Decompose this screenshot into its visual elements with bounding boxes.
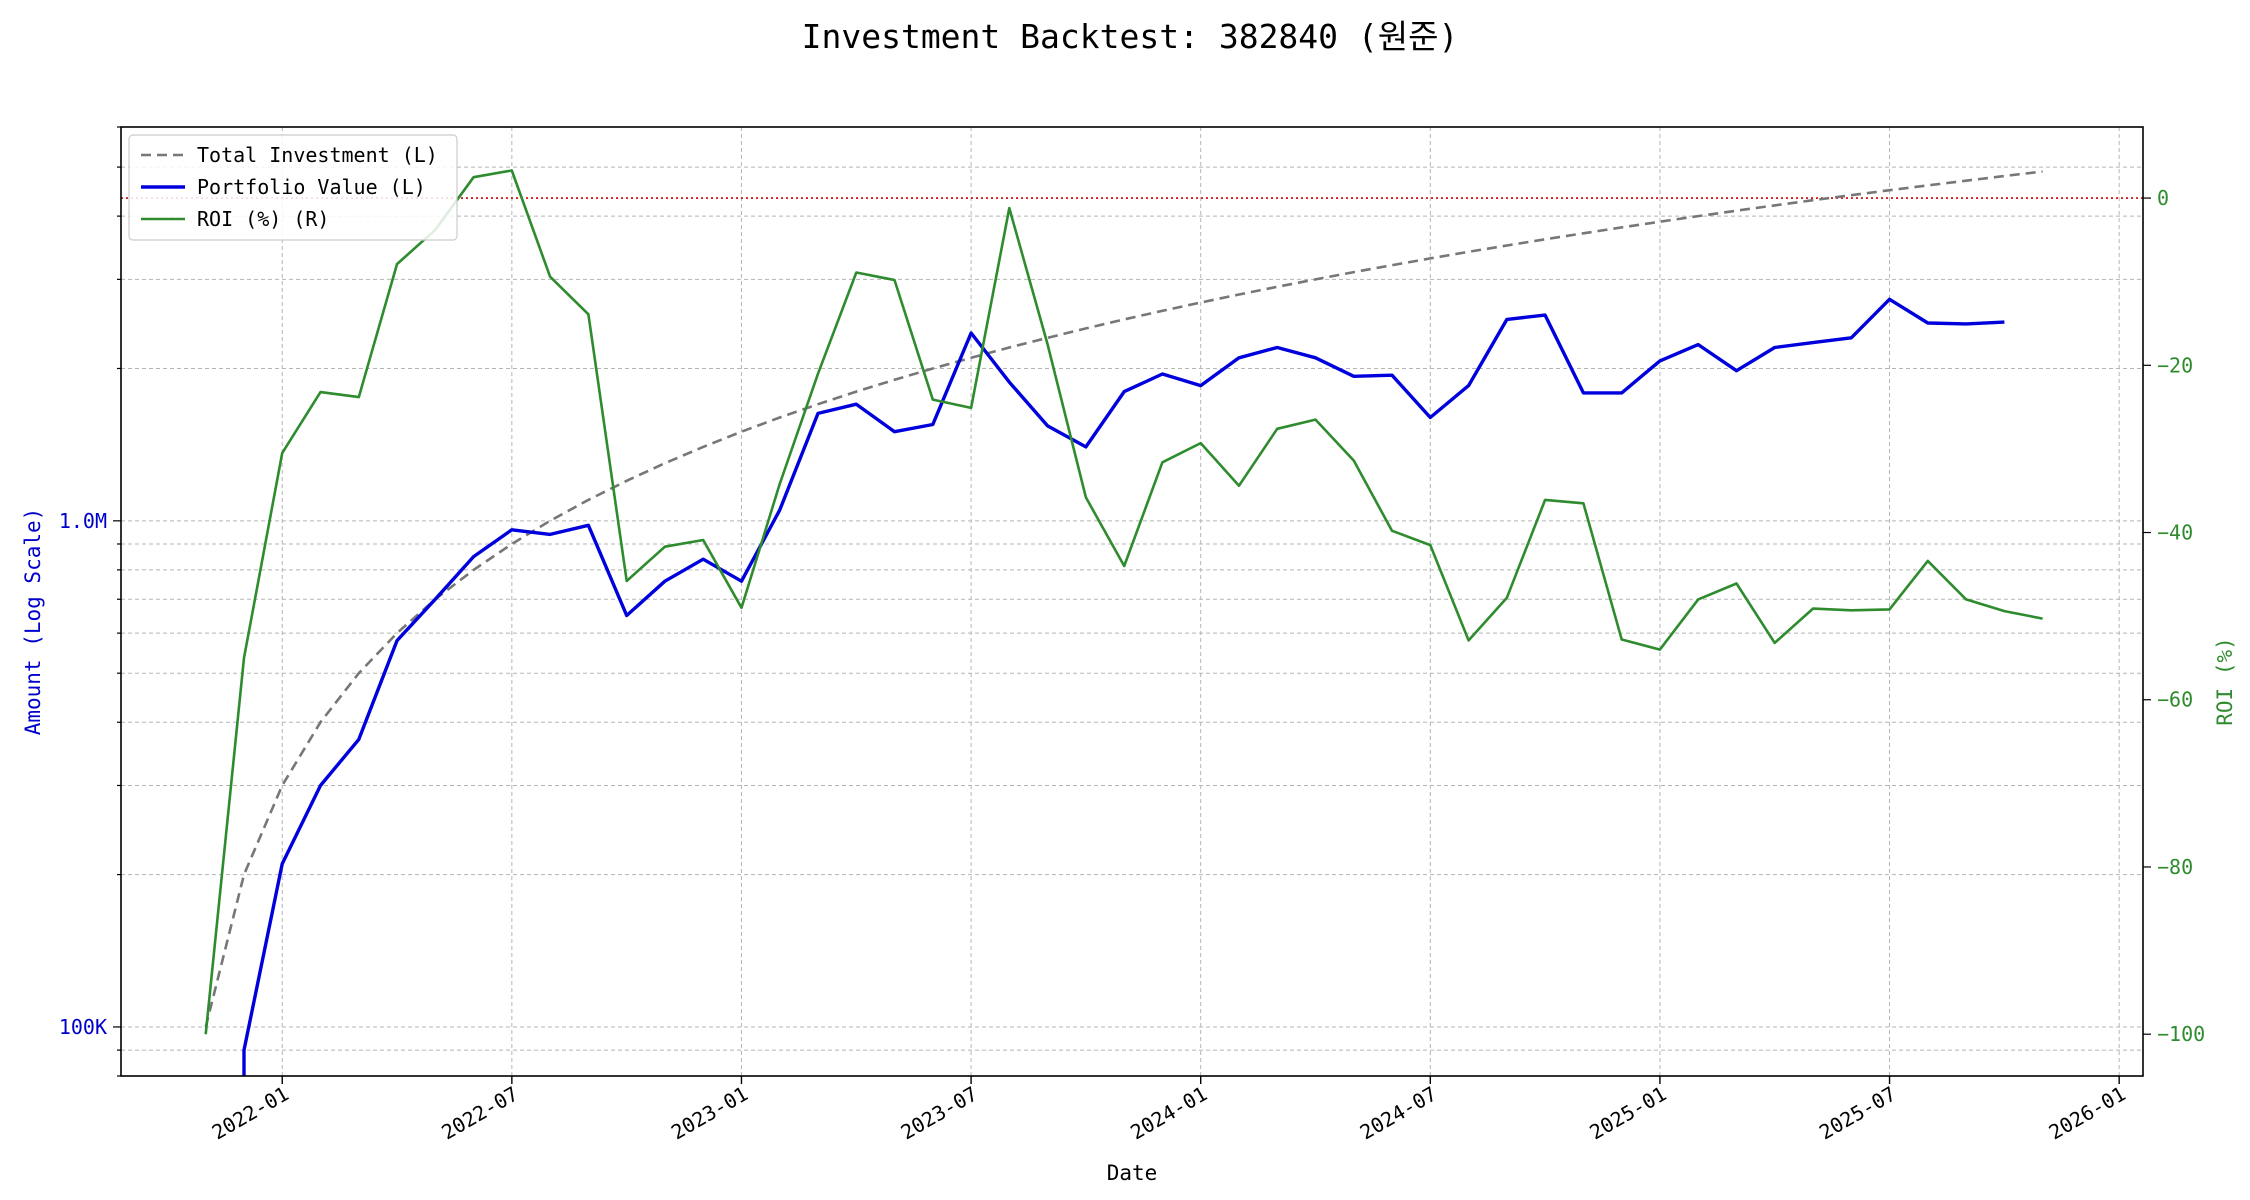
x-tick-label: 2023-07	[897, 1082, 982, 1145]
right-tick-label: −100	[2157, 1022, 2205, 1046]
x-tick-label: 2022-01	[208, 1082, 293, 1145]
legend-box	[128, 134, 458, 241]
x-tick-label: 2026-01	[2045, 1082, 2130, 1145]
right-axis-label: ROI (%)	[2213, 637, 2237, 726]
legend-item-total-investment-label: Total Investment (L)	[197, 143, 438, 167]
left-axis-label: Amount (Log Scale)	[21, 508, 45, 736]
grid-layer	[121, 126, 2143, 1077]
roi-line	[204, 169, 2043, 1035]
right-y-axis: 0 −20 −40 −60 −80 −100	[2143, 186, 2205, 1046]
right-tick-label: −80	[2157, 855, 2193, 879]
left-tick-label: 1.0M	[59, 509, 107, 533]
legend-item-roi-label: ROI (%) (R)	[197, 207, 329, 231]
right-tick-label: −20	[2157, 353, 2193, 377]
right-tick-label: −60	[2157, 688, 2193, 712]
right-tick-label: −40	[2157, 521, 2193, 545]
legend: Total Investment (L) Portfolio Value (L) R…	[128, 134, 458, 241]
plot-frame	[120, 126, 2144, 1077]
x-axis-label: Date	[1107, 1161, 1158, 1185]
left-tick-label: 100K	[59, 1015, 107, 1039]
x-tick-label: 2024-01	[1126, 1082, 1211, 1145]
x-tick-label: 2024-07	[1356, 1082, 1441, 1145]
portfolio-value-line	[242, 297, 2005, 1076]
x-tick-label: 2025-07	[1815, 1082, 1900, 1145]
x-tick-label: 2025-01	[1585, 1082, 1670, 1145]
series-layer	[204, 169, 2043, 1076]
right-tick-label: 0	[2157, 186, 2169, 210]
left-y-axis: 100K 1.0M	[59, 126, 121, 1077]
x-axis: 2022-01 2022-07 2023-01 2023-07 2024-01 2024-…	[208, 1076, 2130, 1144]
chart-title: Investment Backtest: 382840 (원준)	[802, 17, 1459, 56]
legend-item-portfolio-value-label: Portfolio Value (L)	[197, 175, 426, 199]
x-tick-label: 2022-07	[437, 1082, 522, 1145]
x-tick-label: 2023-01	[667, 1082, 752, 1145]
